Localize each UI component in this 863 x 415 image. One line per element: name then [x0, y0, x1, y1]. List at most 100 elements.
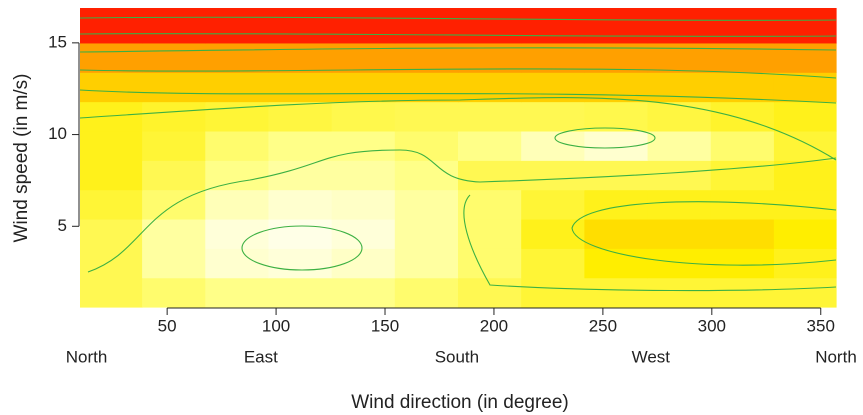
heatmap-cell: [647, 8, 712, 44]
contour-line: [79, 68, 837, 79]
heatmap-cell: [205, 42, 270, 73]
heatmap-cell: [331, 218, 396, 249]
heatmap-cell: [710, 42, 775, 73]
heatmap-cell: [710, 130, 775, 161]
heatmap-cell: [394, 218, 459, 249]
heatmap-cell: [647, 277, 712, 308]
heatmap-cell: [205, 8, 270, 44]
direction-label: North: [815, 347, 857, 366]
heatmap-cell: [773, 42, 837, 73]
heatmap-cell: [268, 101, 333, 132]
heatmap-cell: [773, 130, 837, 161]
contour-line: [79, 89, 837, 104]
heatmap-cell: [80, 8, 143, 44]
heatmap-cell: [458, 101, 522, 132]
contour-line: [79, 33, 837, 37]
heatmap-cell: [710, 189, 775, 220]
heatmap-cell: [647, 42, 712, 73]
heatmap-cell: [521, 189, 585, 220]
heatmap-cells: [80, 8, 837, 308]
heatmap-cell: [205, 72, 270, 103]
heatmap-cell: [647, 189, 712, 220]
x-tick-label: 350: [807, 316, 835, 335]
heatmap-cell: [331, 42, 396, 73]
heatmap-cell: [521, 277, 585, 308]
heatmap-cell: [584, 72, 649, 103]
heatmap-cell: [394, 248, 459, 279]
y-axis-title: Wind speed (in m/s): [11, 74, 32, 243]
heatmap-cell: [205, 130, 270, 161]
heatmap-cell: [458, 189, 522, 220]
heatmap-cell: [80, 130, 143, 161]
heatmap-cell: [331, 277, 396, 308]
contour-line: [79, 16, 837, 21]
heatmap-cell: [458, 248, 522, 279]
heatmap-cell: [80, 72, 143, 103]
heatmap-cell: [80, 248, 143, 279]
heatmap-cell: [521, 160, 585, 191]
heatmap-cell: [394, 72, 459, 103]
x-axis-title: Wind direction (in degree): [351, 392, 569, 413]
x-tick-label: 100: [262, 316, 290, 335]
contour-line: [87, 149, 837, 273]
contour-line: [463, 194, 837, 292]
heatmap-cell: [710, 101, 775, 132]
heatmap-cell: [142, 277, 206, 308]
heatmap-cell: [394, 160, 459, 191]
heatmap-cell: [521, 8, 585, 44]
heatmap-cell: [142, 130, 206, 161]
contour-line: [554, 127, 656, 149]
heatmap-cell: [142, 218, 206, 249]
heatmap-cell: [394, 101, 459, 132]
heatmap-cell: [331, 189, 396, 220]
heatmap-cell: [331, 101, 396, 132]
heatmap-cell: [142, 8, 206, 44]
contour-line: [571, 201, 837, 266]
heatmap-cell: [268, 42, 333, 73]
heatmap-cell: [521, 248, 585, 279]
contour-line: [79, 47, 837, 53]
y-tick-label: 5: [58, 216, 67, 235]
heatmap-cell: [773, 277, 837, 308]
heatmap-cell: [205, 160, 270, 191]
heatmap-cell: [710, 8, 775, 44]
heatmap-cell: [331, 160, 396, 191]
heatmap-cell: [710, 72, 775, 103]
heatmap-cell: [142, 101, 206, 132]
heatmap-cell: [80, 277, 143, 308]
heatmap-cell: [458, 72, 522, 103]
contour-line: [241, 225, 363, 271]
heatmap-cell: [584, 218, 649, 249]
x-tick-label: 50: [158, 316, 177, 335]
heatmap-cell: [394, 8, 459, 44]
heatmap-cell: [268, 8, 333, 44]
heatmap-cell: [458, 130, 522, 161]
heatmap-cell: [268, 130, 333, 161]
x-tick-label: 150: [371, 316, 399, 335]
heatmap-cell: [268, 160, 333, 191]
heatmap-cell: [521, 101, 585, 132]
heatmap-cell: [773, 8, 837, 44]
heatmap-cell: [268, 218, 333, 249]
x-tick-label: 300: [698, 316, 726, 335]
heatmap-cell: [80, 160, 143, 191]
heatmap-cell: [773, 101, 837, 132]
y-tick-label: 15: [48, 32, 67, 51]
heatmap-cell: [394, 189, 459, 220]
heatmap-cell: [773, 160, 837, 191]
heatmap-cell: [268, 248, 333, 279]
heatmap-cell: [773, 218, 837, 249]
heatmap-cell: [205, 277, 270, 308]
heatmap-cell: [268, 189, 333, 220]
heatmap-cell: [268, 72, 333, 103]
y-tick-label: 10: [48, 124, 67, 143]
direction-label: East: [244, 347, 278, 366]
heatmap-cell: [521, 218, 585, 249]
x-tick-label: 250: [589, 316, 617, 335]
heatmap-cell: [331, 248, 396, 279]
heatmap-cell: [142, 160, 206, 191]
heatmap-cell: [205, 189, 270, 220]
direction-label: South: [435, 347, 479, 366]
heatmap-cell: [584, 8, 649, 44]
